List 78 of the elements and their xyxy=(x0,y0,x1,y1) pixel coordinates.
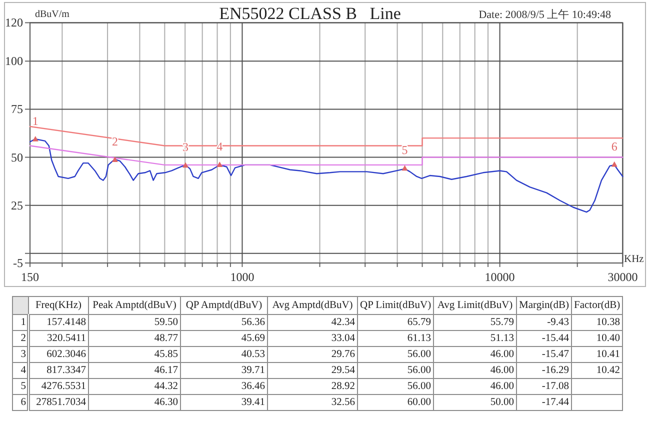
x-tick-label: QP Amptd(dBuV) xyxy=(180,296,268,314)
y-tick-label: 25 xyxy=(11,198,23,212)
data-label: 56.00 xyxy=(358,378,434,394)
data-label: -16.29 xyxy=(516,362,572,378)
annotation: 1 xyxy=(32,114,38,128)
data-label: 33.04 xyxy=(268,330,358,346)
data-label: 45.85 xyxy=(88,346,180,362)
data-label: 32.56 xyxy=(268,394,358,410)
x-tick-label: 150 xyxy=(21,270,39,284)
data-label: 4276.5531 xyxy=(28,378,88,394)
data-label: 602.3046 xyxy=(28,346,88,362)
y-tick-label: 1 xyxy=(12,314,28,330)
data-label: 56.00 xyxy=(358,362,434,378)
data-label: 56.00 xyxy=(358,346,434,362)
x-tick-label: Factor(dB) xyxy=(572,296,622,314)
y-tick-label: 50 xyxy=(11,150,23,164)
x-tick-label: 1000 xyxy=(230,270,254,284)
data-label: 59.50 xyxy=(88,314,180,330)
data-label: -9.43 xyxy=(516,314,572,330)
data-label: 817.3347 xyxy=(28,362,88,378)
data-label: 51.13 xyxy=(434,330,516,346)
annotation: 6 xyxy=(611,139,618,154)
data-label: 46.30 xyxy=(88,394,180,410)
y-tick-label: 6 xyxy=(12,394,28,410)
data-label: 61.13 xyxy=(358,330,434,346)
data-label: 65.79 xyxy=(358,314,434,330)
data-label: 46.00 xyxy=(434,378,516,394)
x-tick-label: Freq(KHz) xyxy=(28,296,88,314)
data-label: 48.77 xyxy=(88,330,180,346)
y-tick-label: 4 xyxy=(12,362,28,378)
y-tick-label: 100 xyxy=(5,54,23,68)
data-label: -17.44 xyxy=(516,394,572,410)
data-label: 10.41 xyxy=(572,346,622,362)
x-tick-label: Avg Limit(dBuV) xyxy=(434,296,516,314)
x-tick-label: QP Limit(dBuV) xyxy=(358,296,434,314)
annotation: 2 xyxy=(112,134,118,149)
data-label: 36.46 xyxy=(180,378,268,394)
y-tick-label: 3 xyxy=(12,346,28,362)
data-label: -15.47 xyxy=(516,346,572,362)
data-label: 55.79 xyxy=(434,314,516,330)
data-label: 60.00 xyxy=(358,394,434,410)
x-axis-title: KHz xyxy=(624,254,644,265)
data-label: 157.4148 xyxy=(28,314,88,330)
chart-title: EN55022 CLASS B Line xyxy=(219,4,401,23)
data-label: 29.54 xyxy=(268,362,358,378)
data-label: 40.53 xyxy=(180,346,268,362)
data-label: 320.5411 xyxy=(28,330,88,346)
data-label: 46.17 xyxy=(88,362,180,378)
data-label: 10.38 xyxy=(572,314,622,330)
data-label: 56.36 xyxy=(180,314,268,330)
x-tick-label: Peak Amptd(dBuV) xyxy=(88,296,180,314)
annotation: 5 xyxy=(402,143,408,158)
y-axis-title: dBuV/m xyxy=(35,9,70,20)
data-label: 27851.7034 xyxy=(28,394,88,410)
data-label: 45.69 xyxy=(180,330,268,346)
data-label: -17.08 xyxy=(516,378,572,394)
data-label: 39.41 xyxy=(180,394,268,410)
data-label: 10.40 xyxy=(572,330,622,346)
data-label: 28.92 xyxy=(268,378,358,394)
y-tick-label: 2 xyxy=(12,330,28,346)
y-tick-label: -5 xyxy=(13,256,23,270)
data-label: 46.00 xyxy=(434,362,516,378)
data-label: 42.34 xyxy=(268,314,358,330)
data-label: 46.00 xyxy=(434,346,516,362)
y-tick-label: 75 xyxy=(11,102,23,116)
data-label: 50.00 xyxy=(434,394,516,410)
x-tick-label: 10000 xyxy=(484,270,515,284)
chart-subtitle: Date: 2008/9/5 上午 10:49:48 xyxy=(478,8,612,21)
data-label: -15.44 xyxy=(516,330,572,346)
x-tick-label: 30000 xyxy=(608,270,638,284)
x-tick-label: Margin(dB) xyxy=(516,296,572,314)
data-label: 44.32 xyxy=(88,378,180,394)
data-label: 29.76 xyxy=(268,346,358,362)
x-tick-label: Avg Amptd(dBuV) xyxy=(268,296,358,314)
data-label: 39.71 xyxy=(180,362,268,378)
y-tick-label: 5 xyxy=(12,378,28,394)
data-label: 10.42 xyxy=(572,362,622,378)
y-tick-label: 120 xyxy=(5,16,23,30)
